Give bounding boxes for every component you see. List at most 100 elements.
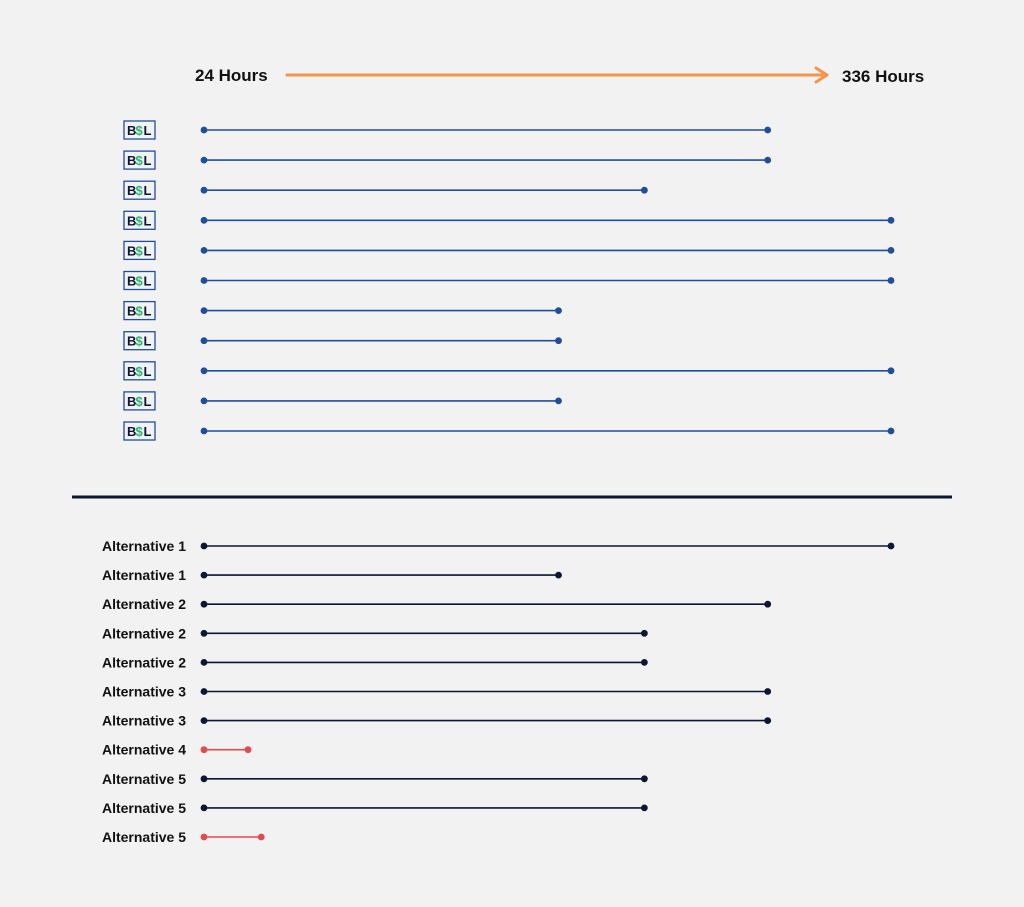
alternative-range-end-point-9	[640, 804, 648, 812]
bsl-logo: B $ L	[123, 240, 156, 261]
alternative-row-label: Alternative 5	[102, 771, 186, 787]
alternative-range-start-point-9	[200, 804, 208, 812]
bsl-range-start-point-10	[200, 427, 208, 435]
bsl-logo-letter: $	[136, 424, 144, 439]
bsl-logo-letter: $	[136, 153, 144, 168]
alternative-range-end-point-1	[555, 571, 562, 579]
bsl-logo-letter: B	[127, 364, 136, 379]
alternative-range-start-point-10	[200, 833, 208, 841]
bsl-range-start-point-4	[200, 247, 208, 254]
alternative-range-start-point-0	[200, 542, 208, 550]
bsl-range-end-point-2	[640, 186, 648, 194]
alternative-row-label: Alternative 3	[102, 713, 186, 729]
alternative-range-end-point-10	[257, 833, 265, 841]
bsl-range-start-point-9	[200, 397, 208, 405]
bsl-logo-letter: B	[127, 183, 136, 198]
bsl-logo-letter: $	[136, 394, 144, 409]
bsl-range-start-point-7	[200, 337, 208, 345]
alternative-range-end-point-3	[640, 629, 648, 637]
alternatives-series: Alternative 1 Alternative 1 Alternative 2 A…	[102, 538, 895, 845]
alternative-range-start-point-2	[200, 600, 208, 608]
bsl-logo-letter: B	[127, 243, 136, 258]
alternative-row-label: Alternative 2	[102, 596, 186, 612]
bsl-range-start-point-0	[200, 126, 208, 134]
bsl-logo-letter: $	[136, 334, 144, 349]
bsl-series: B $ LB $ LB $ LB $ LB $ LB $ LB $ LB $ LB $ LB $ LB $ L	[123, 120, 895, 441]
bsl-range-end-point-7	[555, 337, 562, 345]
bsl-logo: B $ L	[123, 421, 156, 441]
bsl-range-end-point-4	[887, 247, 895, 254]
alternative-range-end-point-8	[640, 775, 648, 783]
bsl-logo: B $ L	[123, 361, 156, 381]
bsl-logo-letter: L	[144, 364, 152, 379]
bsl-range-end-point-8	[887, 367, 895, 375]
x-end-label: 336 Hours	[842, 67, 924, 86]
bsl-logo-letter: L	[144, 394, 152, 409]
bsl-logo-frame	[123, 150, 156, 170]
bsl-logo: B $ L	[123, 300, 156, 321]
bsl-logo-letter: L	[144, 153, 152, 168]
bsl-range-end-point-1	[764, 156, 772, 164]
bsl-range-start-point-1	[200, 156, 208, 164]
alternative-range-start-point-4	[200, 659, 208, 666]
bsl-logo-frame	[123, 210, 156, 230]
bsl-logo-frame	[123, 180, 156, 200]
alternative-range-start-point-6	[200, 717, 208, 724]
alternative-range-start-point-5	[200, 688, 208, 695]
bsl-range-start-point-8	[200, 367, 208, 375]
bsl-range-end-point-5	[887, 277, 895, 284]
alternative-range-start-point-1	[200, 571, 208, 579]
bsl-logo: B $ L	[123, 331, 156, 351]
bsl-logo-letter: L	[144, 274, 152, 289]
bsl-logo-letter: B	[127, 274, 136, 289]
bsl-logo-letter: $	[136, 364, 144, 379]
bsl-logo-letter: $	[136, 304, 144, 319]
bsl-logo-frame	[123, 270, 156, 291]
bsl-logo-letter: B	[127, 123, 136, 138]
timeline-arrow-head	[814, 66, 829, 84]
bsl-logo-letter: $	[136, 213, 144, 228]
bsl-logo-letter: L	[144, 243, 152, 258]
bsl-logo-letter: B	[127, 394, 136, 409]
bsl-logo-frame	[123, 331, 156, 351]
bsl-range-end-point-0	[764, 126, 772, 134]
alternative-row-label: Alternative 5	[102, 800, 186, 816]
bsl-logo-letter: B	[127, 213, 136, 228]
bsl-logo-frame	[123, 240, 156, 261]
alternative-row-label: Alternative 5	[102, 829, 186, 845]
alternative-range-start-point-8	[200, 775, 208, 783]
timeline-arrow	[285, 66, 829, 84]
bsl-range-start-point-6	[200, 307, 208, 314]
alternative-range-end-point-0	[887, 542, 895, 550]
bsl-logo-letter: L	[144, 424, 152, 439]
alternative-range-start-point-7	[200, 746, 208, 754]
bsl-logo-frame	[123, 120, 156, 140]
bsl-logo-letter: B	[127, 153, 136, 168]
bsl-logo-letter: $	[136, 274, 144, 289]
alternative-range-end-point-6	[764, 717, 772, 724]
alternative-row-label: Alternative 2	[102, 654, 186, 670]
bsl-logo-frame	[123, 300, 156, 321]
bsl-logo-letter: L	[144, 304, 152, 319]
bsl-logo-letter: $	[136, 183, 144, 198]
bsl-logo-letter: L	[144, 183, 152, 198]
bsl-logo-letter: B	[127, 304, 136, 319]
alternative-range-end-point-4	[640, 659, 648, 666]
bsl-range-end-point-3	[887, 216, 895, 224]
bsl-logo-frame	[123, 391, 156, 411]
bsl-range-end-point-10	[887, 427, 895, 435]
bsl-logo-letter: L	[144, 123, 152, 138]
x-start-label: 24 Hours	[195, 66, 268, 85]
alternative-row-label: Alternative 3	[102, 684, 186, 700]
bsl-logo: B $ L	[123, 270, 156, 291]
bsl-range-end-point-9	[555, 397, 562, 405]
alternative-row-label: Alternative 1	[102, 567, 186, 583]
bsl-logo-letter: L	[144, 213, 152, 228]
bsl-logo: B $ L	[123, 120, 156, 140]
bsl-logo-letter: L	[144, 334, 152, 349]
bsl-logo: B $ L	[123, 180, 156, 200]
bsl-logo-frame	[123, 361, 156, 381]
bsl-logo-letter: B	[127, 334, 136, 349]
alternative-row-label: Alternative 1	[102, 538, 186, 554]
